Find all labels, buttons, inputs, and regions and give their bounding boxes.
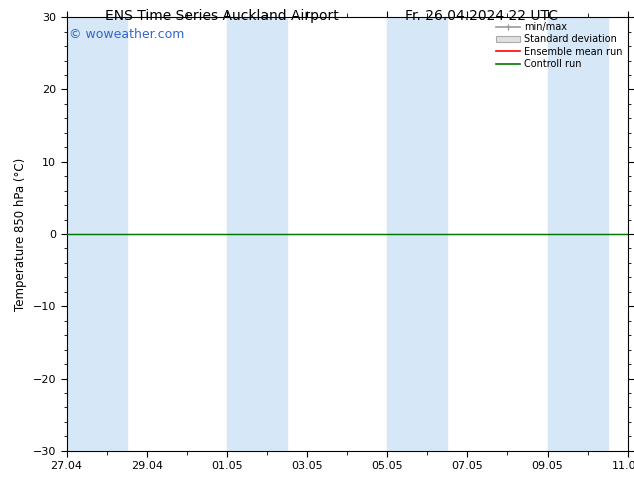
Bar: [548, 17, 607, 451]
Text: © woweather.com: © woweather.com: [69, 28, 184, 41]
Bar: [227, 17, 287, 451]
Bar: [387, 17, 448, 451]
Text: ENS Time Series Auckland Airport: ENS Time Series Auckland Airport: [105, 9, 339, 23]
Y-axis label: Temperature 850 hPa (°C): Temperature 850 hPa (°C): [14, 157, 27, 311]
Bar: [67, 17, 127, 451]
Legend: min/max, Standard deviation, Ensemble mean run, Controll run: min/max, Standard deviation, Ensemble me…: [494, 20, 624, 71]
Text: Fr. 26.04.2024 22 UTC: Fr. 26.04.2024 22 UTC: [405, 9, 559, 23]
